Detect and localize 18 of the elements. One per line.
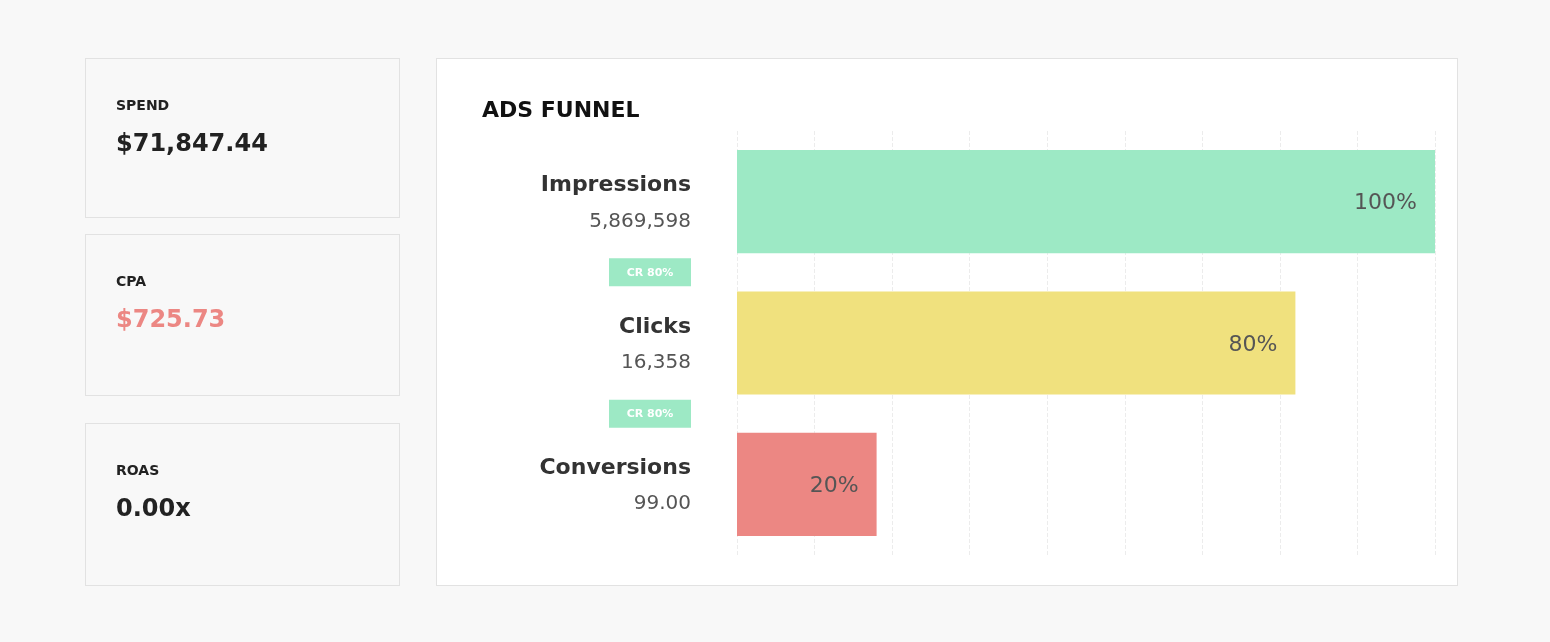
- text: ADS FUNNEL: [482, 96, 640, 122]
- y-tick-label: Clicks: [619, 312, 691, 338]
- data-label: 20%: [809, 471, 859, 497]
- text: 99.00: [633, 490, 691, 515]
- text: $71,847.44: [116, 129, 268, 157]
- text: SPEND: [116, 97, 170, 113]
- text: $725.73: [116, 305, 226, 333]
- y-tick-label: Impressions: [540, 171, 691, 197]
- text: CPA: [116, 273, 147, 289]
- data-label: 80%: [1228, 330, 1278, 356]
- text: CR 80%: [626, 265, 674, 279]
- text: 5,869,598: [589, 207, 691, 232]
- data-label: 100%: [1354, 189, 1417, 215]
- y-tick-label: Conversions: [539, 453, 691, 479]
- text: CR 80%: [626, 407, 674, 421]
- text: ROAS: [116, 462, 160, 478]
- text: 16,358: [621, 349, 691, 373]
- text: 0.00x: [116, 494, 191, 522]
